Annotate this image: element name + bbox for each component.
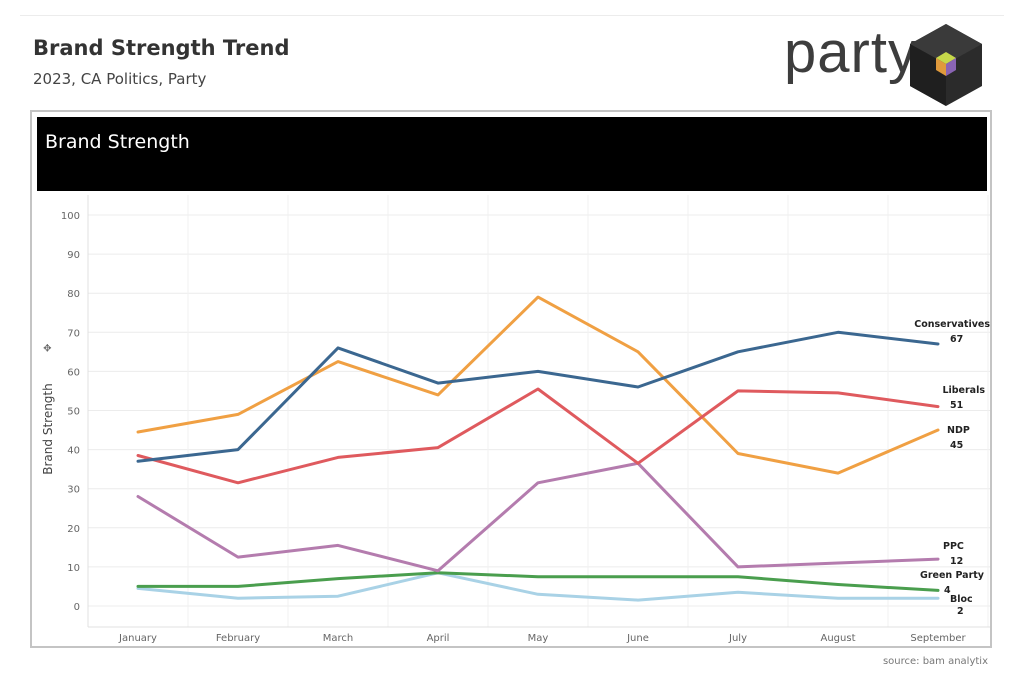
series-line-conservatives	[136, 330, 940, 463]
series-label-value: 4	[944, 585, 951, 596]
x-tick-label: July	[728, 633, 747, 644]
chart-panel	[30, 110, 992, 648]
x-tick-label: March	[323, 633, 353, 644]
pin-icon: ✥	[43, 344, 54, 352]
series-line-ppc	[136, 461, 940, 573]
series-label-value: 67	[950, 334, 963, 345]
y-tick-label: 10	[67, 563, 80, 574]
x-tick-label: January	[118, 633, 157, 644]
y-tick-label: 40	[67, 446, 80, 457]
series-line-liberals	[136, 387, 940, 485]
series-label-name: Conservatives	[914, 319, 990, 330]
x-tick-label: August	[821, 633, 856, 644]
logo-text: party	[784, 20, 918, 85]
series-line-bloc	[136, 571, 940, 602]
y-tick-label: 60	[67, 367, 80, 378]
brand-strength-line-chart: 0 10 20 30 40 50 60 70 80 90 100 January February Mar…	[41, 195, 990, 644]
series-label-value: 12	[950, 556, 963, 567]
y-tick-label: 0	[74, 602, 80, 613]
series-label-name: NDP	[947, 425, 970, 436]
x-tick-label: September	[910, 633, 966, 644]
series-label-name: PPC	[943, 541, 964, 552]
x-tick-label: February	[216, 633, 260, 644]
y-tick-label: 90	[67, 250, 80, 261]
x-tick-label: April	[427, 633, 450, 644]
y-tick-label: 30	[67, 485, 80, 496]
chart-panel-title: Brand Strength	[45, 131, 190, 153]
series-label-name: Liberals	[942, 385, 985, 396]
series-label-name: Green Party	[920, 570, 985, 581]
top-divider	[20, 15, 1004, 16]
series-label-value: 45	[950, 440, 963, 451]
chart-panel-header	[37, 117, 987, 191]
series-line-ndp	[136, 295, 940, 475]
series-label-value: 2	[957, 606, 964, 617]
source-note: source: bam analytix	[882, 656, 988, 667]
y-tick-label: 20	[67, 524, 80, 535]
series-line-green-party	[136, 571, 940, 592]
page-title: Brand Strength Trend	[33, 36, 290, 60]
y-tick-label: 100	[61, 211, 80, 222]
page-subtitle: 2023, CA Politics, Party	[33, 70, 207, 88]
y-tick-label: 80	[67, 289, 80, 300]
x-tick-label: May	[528, 633, 549, 644]
series-label-name: Bloc	[950, 594, 973, 605]
cube-logo-icon	[910, 24, 982, 106]
y-tick-label: 70	[67, 328, 80, 339]
y-tick-label: 50	[67, 407, 80, 418]
series-label-value: 51	[950, 400, 963, 411]
x-tick-label: June	[626, 633, 649, 644]
y-axis-title: Brand Strength	[41, 383, 55, 474]
